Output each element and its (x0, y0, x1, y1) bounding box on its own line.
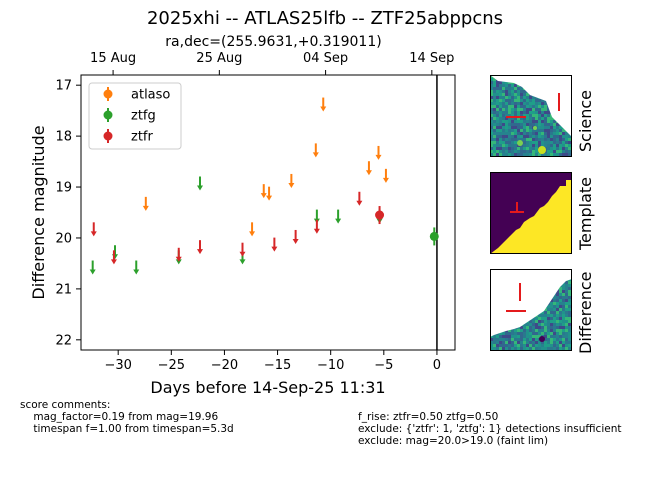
upper-limit-ztfr (313, 219, 320, 234)
y-tick-label: 20 (55, 231, 72, 246)
upper-limit-ztfg (89, 260, 96, 275)
x-tick-label: −20 (211, 358, 238, 373)
upper-limit-arrowhead (356, 200, 363, 206)
upper-limit-arrowhead (382, 177, 389, 183)
legend-label-ztfg: ztfg (131, 109, 156, 124)
upper-limit-arrowhead (271, 246, 278, 252)
upper-limit-arrowhead (197, 185, 203, 191)
upper-limit-atlaso (375, 145, 382, 160)
science-image (490, 75, 574, 159)
y-axis-label: Difference magnitude (29, 125, 48, 299)
top-axis-tick-label: 14 Sep (409, 51, 454, 66)
upper-limit-ztfr (110, 250, 117, 265)
template-stamp (490, 172, 572, 254)
x-axis-label: Days before 14-Sep-25 11:31 (150, 378, 385, 397)
detection-ztfr (375, 206, 385, 225)
y-tick-label: 22 (55, 333, 72, 348)
upper-limit-arrowhead (197, 249, 203, 255)
template-image (490, 172, 572, 254)
upper-limit-ztfr (239, 242, 246, 257)
upper-limit-arrowhead (110, 259, 117, 265)
detection-point (375, 210, 385, 220)
x-tick-label: −15 (264, 358, 291, 373)
x-tick-label: 0 (433, 358, 441, 373)
x-tick-label: −25 (158, 358, 185, 373)
legend-marker-ztfg (103, 110, 113, 120)
upper-limit-arrowhead (320, 106, 327, 112)
upper-limit-arrowhead (112, 254, 118, 260)
upper-limit-ztfr (292, 229, 299, 244)
stamp-label-template: Template (576, 176, 595, 250)
plot-frame (80, 74, 456, 351)
upper-limit-atlaso (288, 173, 295, 188)
detection-point (429, 231, 439, 241)
upper-limit-atlaso (260, 184, 267, 199)
upper-limit-arrowhead (90, 231, 97, 237)
score-comments: score comments: mag_factor=0.19 from mag… (20, 399, 234, 435)
upper-limit-ztfg (197, 176, 203, 191)
upper-limit-arrowhead (239, 251, 246, 257)
legend-label-atlaso: atlaso (131, 88, 170, 103)
x-tick-label: −5 (374, 358, 393, 373)
upper-limit-ztfr (197, 240, 203, 255)
stamp-label-science: Science (576, 89, 595, 152)
upper-limit-arrowhead (89, 269, 96, 275)
top-axis-tick-label: 25 Aug (196, 51, 242, 66)
difference-stamp (490, 269, 574, 353)
figure-subtitle: ra,dec=(255.9631,+0.319011) (165, 34, 382, 50)
upper-limit-arrowhead (249, 231, 256, 237)
legend-marker-ztfr (103, 131, 113, 141)
upper-limit-ztfr (175, 247, 182, 262)
upper-limit-arrowhead (292, 238, 299, 244)
upper-limit-atlaso (365, 161, 372, 176)
legend-box (88, 82, 182, 150)
exclusion-comments: f_rise: ztfr=0.50 ztfg=0.50 exclude: {'z… (358, 411, 622, 447)
legend-label-ztfr: ztfr (131, 130, 153, 145)
upper-limit-arrowhead (175, 259, 182, 265)
upper-limit-ztfg (133, 260, 140, 275)
upper-limit-ztfg (335, 209, 342, 224)
upper-limit-arrowhead (375, 154, 382, 160)
x-tick-label: −10 (317, 358, 344, 373)
upper-limit-arrowhead (266, 195, 273, 201)
upper-limit-arrowhead (260, 193, 267, 199)
upper-limit-atlaso (142, 196, 149, 211)
y-tick-label: 17 (55, 79, 72, 94)
upper-limit-arrowhead (365, 170, 372, 176)
x-tick-label: −30 (104, 358, 131, 373)
difference-image (490, 269, 574, 353)
upper-limit-ztfg (112, 245, 118, 260)
y-tick-label: 18 (55, 130, 72, 145)
stamp-label-difference: Difference (576, 271, 595, 354)
upper-limit-atlaso (312, 143, 319, 158)
top-axis-tick-label: 15 Aug (90, 51, 136, 66)
upper-limit-arrowhead (312, 152, 319, 158)
upper-limit-arrowhead (335, 218, 342, 224)
upper-limit-arrowhead (175, 256, 182, 262)
upper-limit-atlaso (320, 97, 327, 112)
upper-limit-arrowhead (288, 182, 295, 188)
upper-limit-arrowhead (133, 269, 140, 275)
upper-limit-atlaso (266, 186, 273, 201)
upper-limit-arrowhead (313, 228, 320, 234)
detection-ztfg (429, 227, 439, 246)
top-axis-tick-label: 04 Sep (303, 51, 348, 66)
upper-limit-ztfr (90, 222, 97, 237)
y-tick-label: 19 (55, 181, 72, 196)
upper-limit-arrowhead (142, 205, 149, 211)
science-stamp (490, 75, 574, 159)
upper-limit-atlaso (249, 222, 256, 237)
upper-limit-arrowhead (239, 259, 246, 265)
upper-limit-ztfr (356, 191, 363, 206)
upper-limit-ztfr (271, 237, 278, 252)
figure-title: 2025xhi -- ATLAS25lfb -- ZTF25abppcns (146, 8, 504, 29)
upper-limit-atlaso (382, 168, 389, 183)
y-tick-label: 21 (55, 282, 72, 297)
legend-marker-atlaso (103, 89, 113, 99)
